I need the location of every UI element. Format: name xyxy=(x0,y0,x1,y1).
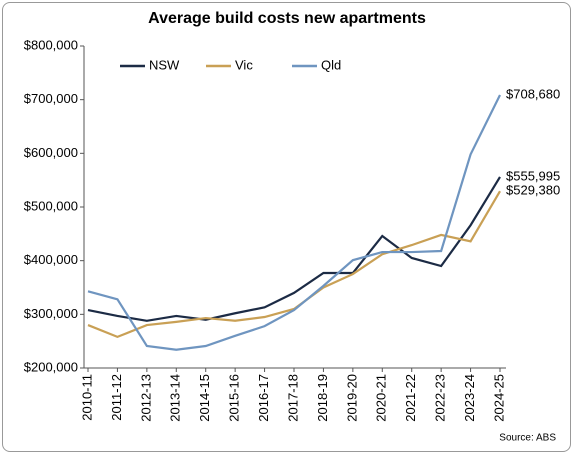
x-tick-label: 2010-11 xyxy=(79,374,94,421)
value-label: $529,380 xyxy=(506,183,560,198)
legend-label: NSW xyxy=(149,57,180,72)
value-label: $708,680 xyxy=(506,86,560,101)
source: Source: ABS xyxy=(499,433,556,444)
line xyxy=(87,176,501,322)
x-tick-label: 2012-13 xyxy=(138,374,153,422)
y-tick-label: $700,000 xyxy=(24,91,78,106)
x-tick-label: 2020-21 xyxy=(374,374,389,422)
x-tick-label: 2023-24 xyxy=(462,374,477,422)
chart-title: Average build costs new apartments xyxy=(148,10,426,27)
x-tick-label: 2021-22 xyxy=(403,374,418,422)
y-tick-label: $600,000 xyxy=(24,145,78,160)
legend-label: Qld xyxy=(321,57,341,72)
legend-label: Vic xyxy=(235,57,253,72)
y-tick-label: $400,000 xyxy=(24,252,78,267)
x-tick-label: 2017-18 xyxy=(285,374,300,422)
line xyxy=(87,190,501,339)
x-tick-label: 2019-20 xyxy=(344,374,359,422)
y-tick-label: $300,000 xyxy=(24,306,78,321)
x-tick-label: 2016-17 xyxy=(256,374,271,422)
line xyxy=(87,94,501,351)
x-tick-label: 2022-23 xyxy=(433,374,448,422)
frame xyxy=(2,2,571,452)
x-tick-label: 2013-14 xyxy=(168,374,183,422)
y-tick-label: $500,000 xyxy=(24,198,78,213)
x-tick-label: 2011-12 xyxy=(109,374,124,421)
x-tick-label: 2015-16 xyxy=(227,374,242,422)
x-tick-label: 2018-19 xyxy=(315,374,330,422)
x-tick-label: 2014-15 xyxy=(197,374,212,422)
x-tick-label: 2024-25 xyxy=(491,374,506,422)
value-label: $555,995 xyxy=(506,168,560,183)
y-tick-label: $800,000 xyxy=(24,37,78,52)
y-tick-label: $200,000 xyxy=(24,359,78,374)
